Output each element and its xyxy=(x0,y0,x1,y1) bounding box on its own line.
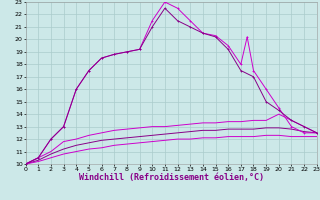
X-axis label: Windchill (Refroidissement éolien,°C): Windchill (Refroidissement éolien,°C) xyxy=(79,173,264,182)
